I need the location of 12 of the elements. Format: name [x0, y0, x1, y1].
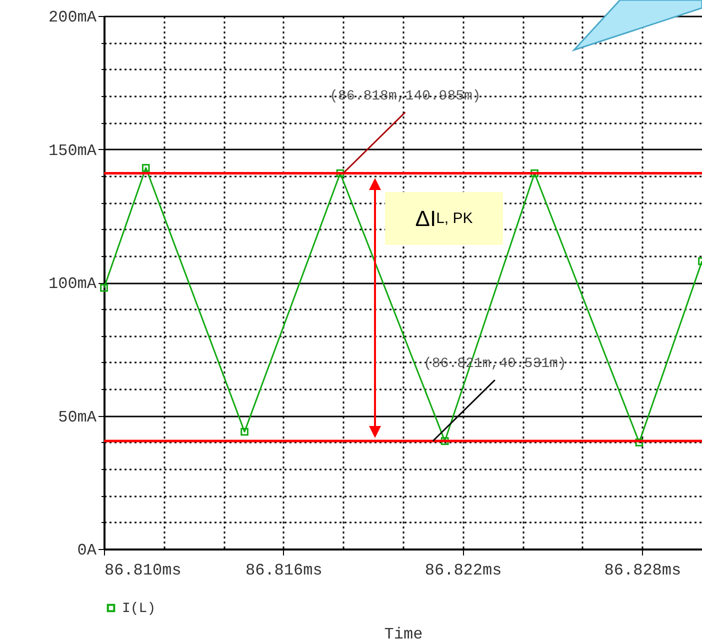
x-tick-label: 86.816ms [245, 562, 322, 580]
x-axis-title: Time [384, 626, 423, 643]
legend-label: I(L) [122, 601, 156, 617]
x-tick-label: 86.828ms [604, 562, 682, 580]
y-tick-label: 0A [77, 542, 97, 560]
y-tick-label: 100mA [48, 275, 97, 293]
x-tick-label: 86.810ms [104, 562, 182, 580]
y-tick-label: 50mA [58, 408, 97, 426]
x-tick-label: 86.822ms [424, 562, 502, 580]
annotation: (86.818m,140.985m) [330, 88, 481, 104]
y-tick-label: 200mA [48, 8, 97, 26]
y-tick-label: 150mA [48, 142, 97, 160]
